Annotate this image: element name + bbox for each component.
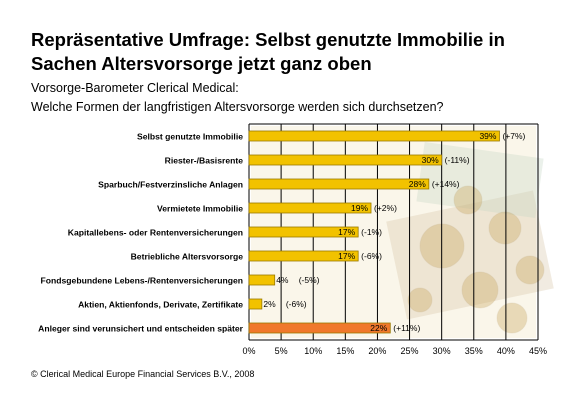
- bar: [248, 250, 359, 262]
- change-label: (-1%): [361, 227, 382, 237]
- chart-subtitle-question: Welche Formen der langfristigen Altersvo…: [31, 100, 444, 114]
- coin-shape: [496, 302, 528, 334]
- chart-subtitle-source: Vorsorge-Barometer Clerical Medical:: [31, 81, 239, 95]
- category-label: Betriebliche Altersvorsorge: [131, 252, 244, 262]
- bar: [248, 154, 443, 166]
- category-label: Fondsgebundene Lebens-/Rentenversicherun…: [41, 276, 243, 286]
- x-tick-label: 0%: [242, 346, 255, 356]
- chart-background-image: [251, 126, 554, 338]
- bar: [248, 130, 500, 142]
- change-label: (+11%): [393, 323, 420, 333]
- value-label: 30%: [422, 155, 439, 165]
- chart-bars: 39% (+7%) 30% (-11%) 28% (+14%) 19% (+2%) 17% (-1…: [248, 130, 526, 334]
- coin-shape: [453, 185, 483, 215]
- value-label: 17%: [338, 227, 355, 237]
- coin-shape: [461, 271, 499, 309]
- banknote-shape: [386, 190, 554, 320]
- x-tick-label: 35%: [465, 346, 483, 356]
- chart-category-labels: Selbst genutzte Immobilie Riester-/Basisr…: [38, 132, 244, 334]
- change-label: (+2%): [374, 203, 397, 213]
- value-label: 19%: [351, 203, 368, 213]
- change-label: (-5%): [299, 275, 320, 285]
- value-label: 22%: [370, 323, 387, 333]
- bar: [248, 322, 391, 334]
- coin-shape: [407, 287, 433, 313]
- bar: [248, 298, 263, 310]
- bar: [248, 274, 276, 286]
- bar: [248, 226, 359, 238]
- category-label: Selbst genutzte Immobilie: [137, 132, 243, 142]
- x-tick-label: 5%: [275, 346, 288, 356]
- value-label: 39%: [479, 131, 496, 141]
- x-tick-label: 40%: [497, 346, 515, 356]
- x-tick-label: 25%: [401, 346, 419, 356]
- x-tick-label: 10%: [304, 346, 322, 356]
- category-label: Vermietete Immobilie: [157, 204, 243, 214]
- change-label: (+7%): [502, 131, 525, 141]
- change-label: (+14%): [432, 179, 460, 189]
- value-label: 2%: [263, 299, 276, 309]
- x-tick-label: 15%: [336, 346, 354, 356]
- x-tick-label: 30%: [433, 346, 451, 356]
- value-label: 28%: [409, 179, 426, 189]
- coin-shape: [515, 255, 545, 285]
- category-label: Riester-/Basisrente: [165, 156, 244, 166]
- coin-shape: [488, 211, 522, 245]
- copyright-footer: © Clerical Medical Europe Financial Serv…: [31, 369, 255, 379]
- bar: [248, 178, 430, 190]
- bar: [248, 202, 372, 214]
- category-label: Sparbuch/Festverzinsliche Anlagen: [98, 180, 243, 190]
- x-tick-label: 45%: [529, 346, 547, 356]
- category-label: Anleger sind verunsichert und entscheide…: [38, 324, 244, 334]
- value-label: 4%: [276, 275, 289, 285]
- change-label: (-11%): [445, 155, 470, 165]
- category-label: Kapitallebens- oder Rentenversicherungen: [68, 228, 243, 238]
- change-label: (-6%): [286, 299, 307, 309]
- banknote-shape: [416, 141, 544, 219]
- value-label: 17%: [338, 251, 355, 261]
- category-label: Aktien, Aktienfonds, Derivate, Zertifika…: [78, 300, 243, 310]
- x-tick-label: 20%: [368, 346, 386, 356]
- change-label: (-6%): [361, 251, 382, 261]
- chart-title: Repräsentative Umfrage: Selbst genutzte …: [31, 29, 505, 74]
- chart-x-axis: 0% 5% 10% 15% 20% 25% 30% 35% 40% 45%: [242, 346, 547, 356]
